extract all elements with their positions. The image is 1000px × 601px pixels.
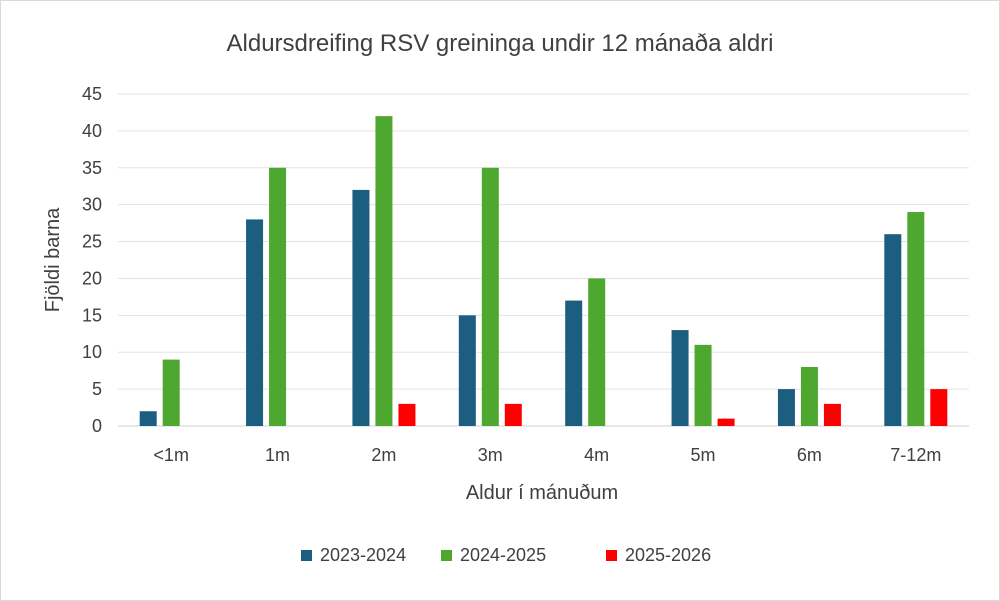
bar-2024-2025-3m [481,167,499,426]
bar-2023-2024-7-12m [884,234,902,426]
bar-2023-2024-5m [671,330,689,426]
bar-2023-2024-4m [565,300,583,426]
y-tick-label: 15 [82,305,102,325]
y-tick-label: 45 [82,84,102,104]
x-tick-label: 5m [691,445,716,465]
bar-2025-2026-7-12m [930,389,948,426]
legend-item-2023-2024: 2023-2024 [301,545,406,565]
bar-2023-2024-3m [458,315,476,426]
x-tick-label: 6m [797,445,822,465]
bar-2023-2024-<1m [139,411,157,426]
y-axis-title: Fjöldi barna [42,207,64,312]
bar-2024-2025-1m [269,167,287,426]
x-tick-label: 7-12m [890,445,941,465]
legend-label: 2024-2025 [460,545,546,565]
x-axis-ticks: <1m 1m 2m 3m 4m 5m 6m 7-12m [153,445,941,465]
y-tick-label: 40 [82,121,102,141]
bar-2024-2025-2m [375,116,393,426]
y-tick-label: 10 [82,342,102,362]
x-tick-label: 4m [584,445,609,465]
legend-item-2024-2025: 2024-2025 [441,545,546,565]
y-tick-label: 30 [82,195,102,215]
gridlines [118,93,969,427]
y-axis-ticks: 0 5 10 15 20 25 30 35 40 45 [82,84,102,436]
x-tick-label: 1m [265,445,290,465]
bar-2023-2024-1m [246,219,264,426]
bar-2025-2026-3m [504,403,522,426]
y-tick-label: 35 [82,158,102,178]
legend: 2023-2024 2024-2025 2025-2026 [301,545,711,565]
bar-2024-2025-5m [694,344,712,426]
legend-swatch [606,550,617,561]
chart-title: Aldursdreifing RSV greininga undir 12 má… [227,30,774,57]
y-tick-label: 5 [92,379,102,399]
x-tick-label: <1m [153,445,189,465]
legend-label: 2023-2024 [320,545,406,565]
bar-2025-2026-5m [717,418,735,426]
legend-item-2025-2026: 2025-2026 [606,545,711,565]
y-tick-label: 25 [82,232,102,252]
bars [139,116,948,426]
bar-2023-2024-6m [777,389,795,426]
bar-2024-2025-7-12m [907,212,925,426]
x-tick-label: 2m [371,445,396,465]
legend-swatch [301,550,312,561]
legend-swatch [441,550,452,561]
bar-2024-2025-<1m [162,359,180,426]
x-axis-title: Aldur í mánuðum [466,482,618,504]
bar-2025-2026-2m [398,403,416,426]
bar-2024-2025-4m [588,278,606,426]
y-tick-label: 0 [92,416,102,436]
y-tick-label: 20 [82,268,102,288]
x-tick-label: 3m [478,445,503,465]
bar-2024-2025-6m [800,366,818,426]
bar-2025-2026-6m [823,403,841,426]
legend-label: 2025-2026 [625,545,711,565]
bar-2023-2024-2m [352,189,370,426]
